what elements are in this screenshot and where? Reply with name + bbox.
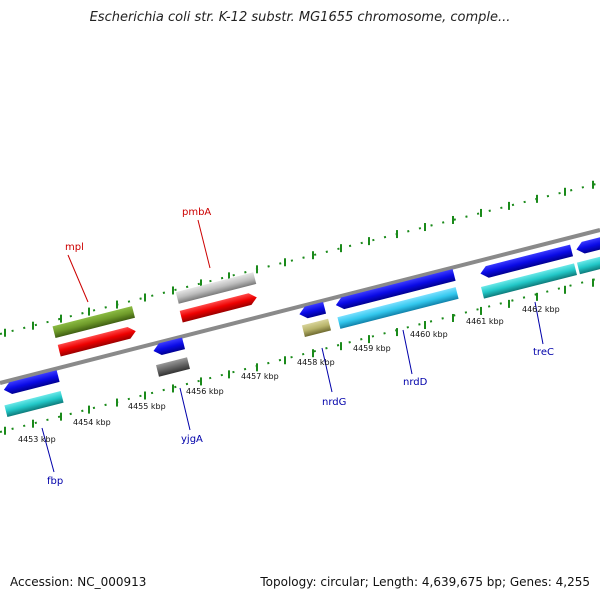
map-title: Escherichia coli str. K-12 substr. MG165…	[89, 10, 511, 25]
nrdD-gene-arrow[interactable]	[334, 269, 456, 311]
gene-label-mpl[interactable]: mpl	[65, 242, 84, 253]
fbp-leader	[41, 427, 55, 473]
scale-label-4455: 4455 kbp	[128, 402, 166, 411]
scale-label-4459: 4459 kbp	[353, 344, 391, 353]
next-gene-arrow[interactable]	[575, 236, 600, 255]
treC-gene-arrow[interactable]	[479, 244, 574, 280]
major-ticks	[4, 180, 594, 435]
scale-label-4460: 4460 kbp	[410, 330, 448, 339]
mpl-cds-arrow[interactable]	[57, 325, 138, 357]
lower-tick-track	[0, 277, 600, 433]
scale-label-4458: 4458 kbp	[297, 358, 335, 367]
nrdG-cds-arrow[interactable]	[301, 318, 332, 338]
scale-label-4453: 4453 kbp	[18, 435, 56, 444]
nrdG-leader	[321, 347, 333, 393]
pmbA-cds-arrow[interactable]	[179, 292, 259, 323]
yjgA-leader	[179, 387, 191, 431]
yjgA-gene-arrow[interactable]	[152, 337, 186, 356]
scale-label-4454: 4454 kbp	[73, 418, 111, 427]
topology-text: Topology: circular; Length: 4,639,675 bp…	[260, 575, 590, 589]
fbp-gene-arrow[interactable]	[2, 370, 60, 395]
fbp-cds-arrow[interactable]	[4, 391, 64, 417]
yjgA-cds-arrow[interactable]	[156, 357, 190, 377]
nrdD-cds-arrow[interactable]	[337, 287, 459, 329]
gene-label-treC[interactable]: treC	[533, 347, 554, 358]
scale-label-4457: 4457 kbp	[241, 372, 279, 381]
scale-label-4462: 4462 kbp	[522, 305, 560, 314]
gene-label-nrdG[interactable]: nrdG	[322, 397, 346, 408]
accession-text: Accession: NC_000913	[10, 575, 147, 589]
chromosome-backbone	[0, 228, 600, 385]
nrdD-leader	[402, 329, 413, 375]
scale-label-4461: 4461 kbp	[466, 317, 504, 326]
mpl-leader	[67, 254, 89, 303]
gene-label-pmbA[interactable]: pmbA	[182, 207, 211, 218]
next-cds-arrow[interactable]	[576, 255, 600, 275]
gene-label-yjgA[interactable]: yjgA	[181, 434, 203, 445]
pmbA-leader	[197, 219, 211, 269]
gene-label-fbp[interactable]: fbp	[47, 476, 63, 487]
treC-leader	[534, 301, 544, 345]
mpl-gene-arrow[interactable]	[52, 306, 135, 338]
treC-cds-arrow[interactable]	[481, 263, 577, 299]
scale-label-4456: 4456 kbp	[186, 387, 224, 396]
pmbA-gene-arrow[interactable]	[175, 272, 257, 304]
nrdG-gene-arrow[interactable]	[298, 301, 327, 320]
gene-label-nrdD[interactable]: nrdD	[403, 377, 428, 388]
